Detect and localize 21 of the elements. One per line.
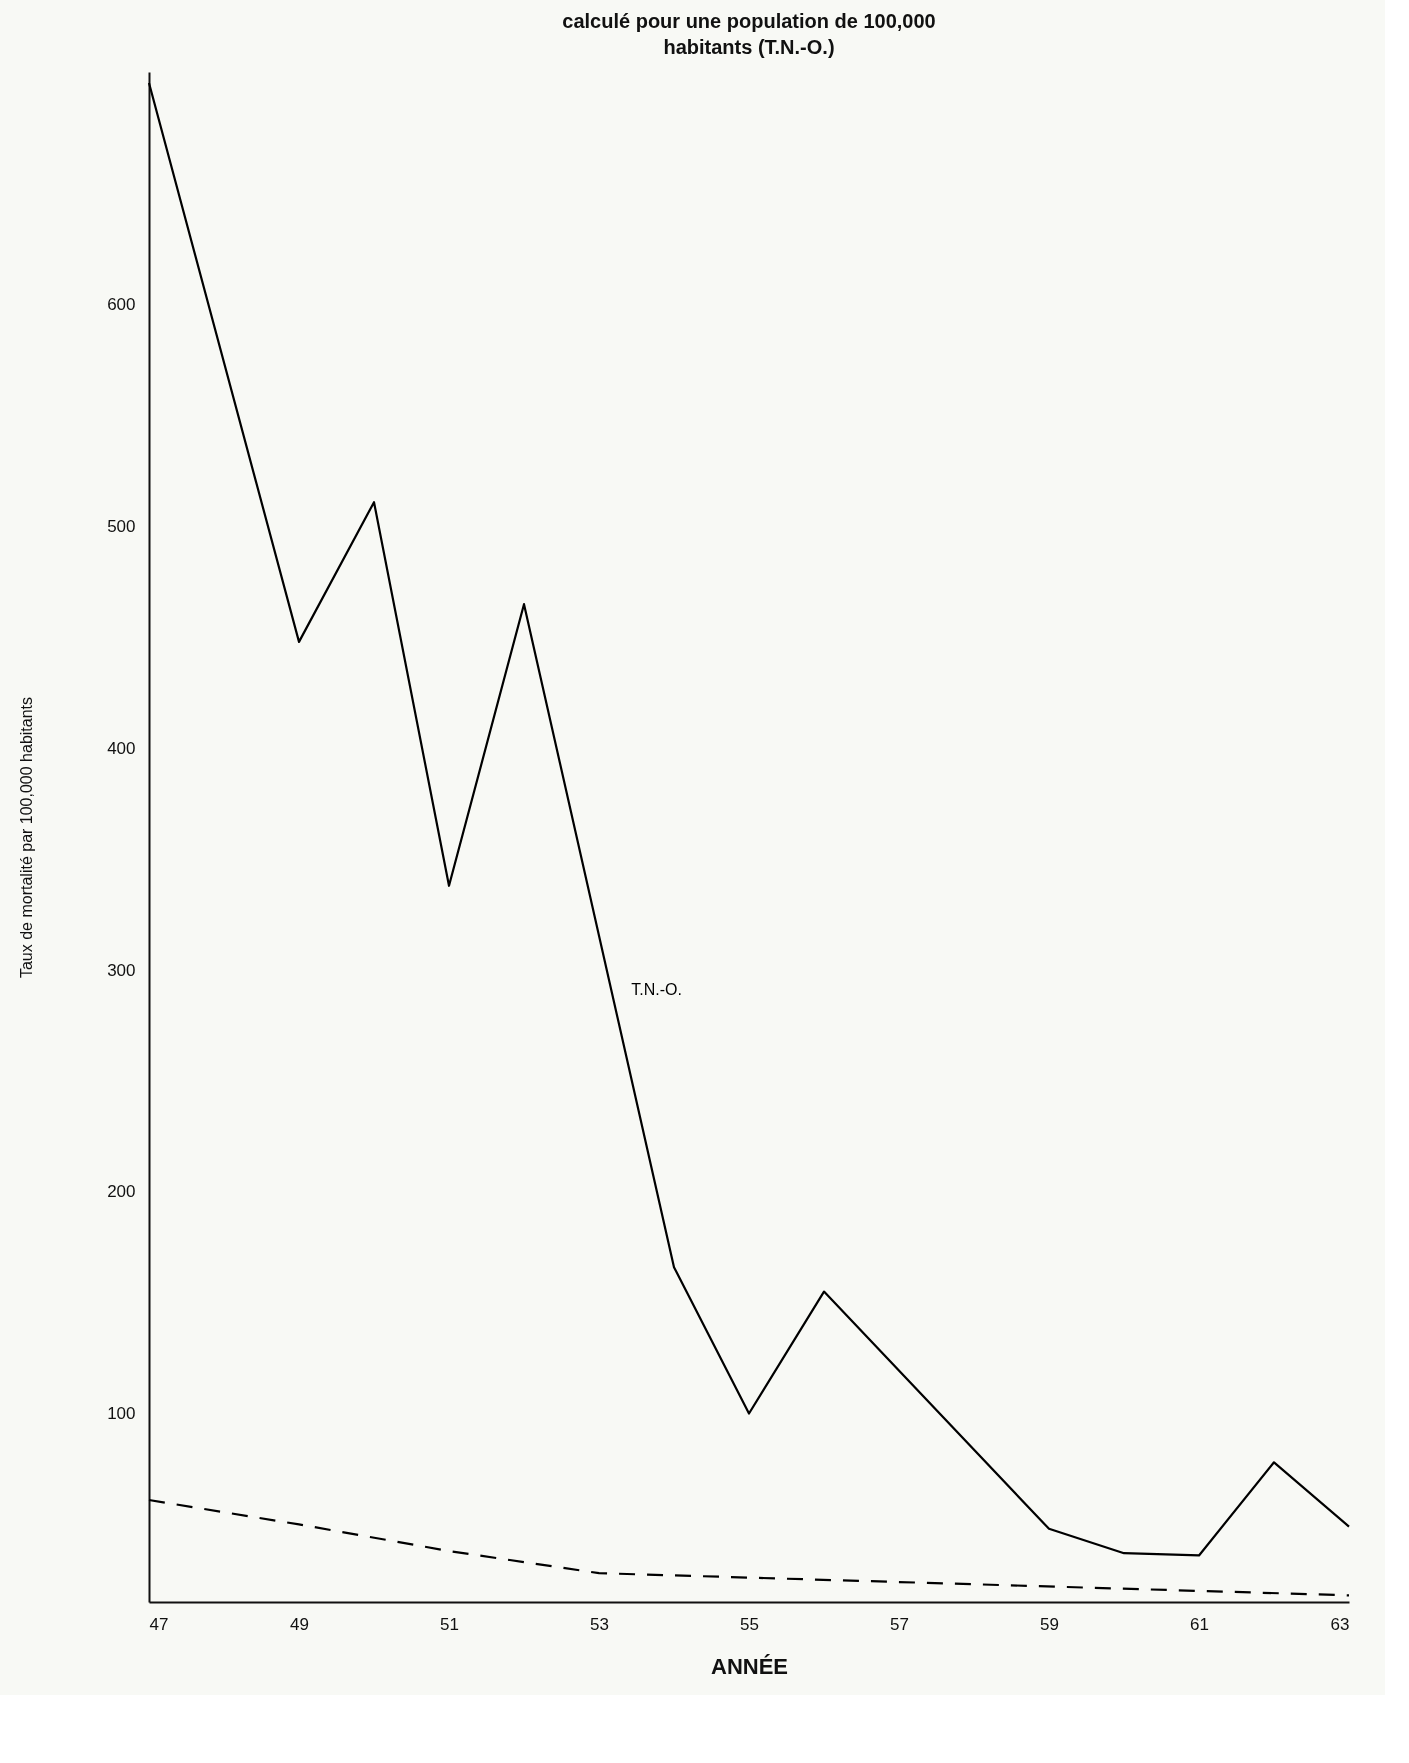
line-series [147,81,1351,1557]
y-axis-title: Taux de mortalité par 100,000 habitants [18,696,36,979]
y-tick-label: 300 [107,960,136,980]
x-tick-label: 47 [149,1614,169,1634]
y-tick-label: 200 [107,1182,136,1202]
x-tick-label: 57 [890,1614,909,1634]
x-axis-title: ANNÉE [710,1653,789,1679]
x-tick-label: 59 [1040,1614,1059,1634]
x-tick-label: 61 [1190,1614,1209,1634]
x-tick-label: 51 [440,1614,459,1634]
x-tick-label: 63 [1330,1614,1350,1634]
line-series [147,1498,1351,1597]
y-tick-label: 600 [107,295,136,315]
series-label: T.N.-O. [631,981,682,998]
y-tick-label: 500 [107,517,136,537]
x-tick-label: 53 [590,1614,609,1634]
x-tick-label: 49 [290,1614,309,1634]
chart-title: calculé pour une population de 100,000 habitants (T.N.-O.) [562,10,936,58]
y-tick-label: 400 [107,738,136,758]
x-tick-label: 55 [740,1614,759,1634]
y-tick-label: 100 [107,1404,136,1424]
